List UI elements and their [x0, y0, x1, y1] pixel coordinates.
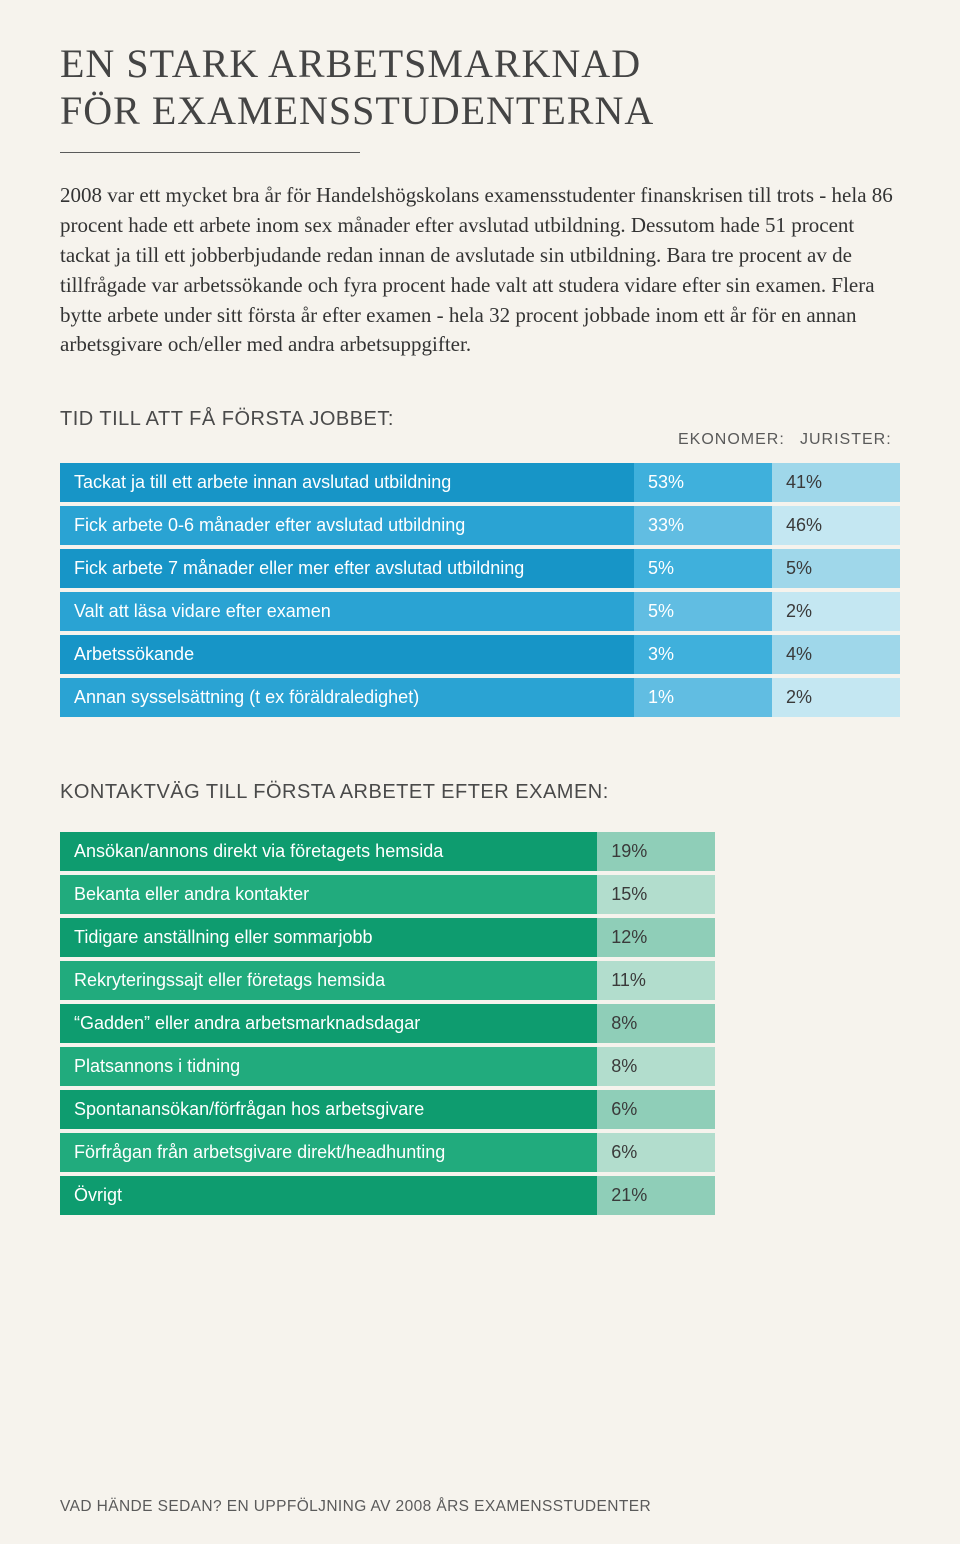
- table-row: Arbetssökande3%4%: [60, 635, 900, 674]
- table2-row-label: Bekanta eller andra kontakter: [60, 875, 597, 914]
- table2-row-label: Rekryteringssajt eller företags hemsida: [60, 961, 597, 1000]
- table-row: Annan sysselsättning (t ex föräldraledig…: [60, 678, 900, 717]
- table2-row-value: 6%: [597, 1090, 715, 1129]
- table-row: Valt att läsa vidare efter examen5%2%: [60, 592, 900, 631]
- table1-row-ekonomer: 5%: [634, 549, 772, 588]
- table1-row-jurister: 41%: [772, 463, 900, 502]
- table2-row-value: 19%: [597, 832, 715, 871]
- table2-row-label: Platsannons i tidning: [60, 1047, 597, 1086]
- table-row: Rekryteringssajt eller företags hemsida1…: [60, 961, 715, 1000]
- table-row: Tackat ja till ett arbete innan avslutad…: [60, 463, 900, 502]
- table1-row-jurister: 2%: [772, 592, 900, 631]
- table1-row-jurister: 2%: [772, 678, 900, 717]
- table-row: Spontanansökan/förfrågan hos arbetsgivar…: [60, 1090, 715, 1129]
- table2-row-label: Förfrågan från arbetsgivare direkt/headh…: [60, 1133, 597, 1172]
- table2-row-value: 15%: [597, 875, 715, 914]
- table-row: Fick arbete 7 månader eller mer efter av…: [60, 549, 900, 588]
- table1-row-label: Fick arbete 7 månader eller mer efter av…: [60, 549, 634, 588]
- document-page: EN STARK ARBETSMARKNAD FÖR EXAMENSSTUDEN…: [0, 0, 960, 1544]
- table2-row-value: 6%: [597, 1133, 715, 1172]
- table-row: Bekanta eller andra kontakter15%: [60, 875, 715, 914]
- table1-row-jurister: 4%: [772, 635, 900, 674]
- table-row: “Gadden” eller andra arbetsmarknadsdagar…: [60, 1004, 715, 1043]
- title-line-1: EN STARK ARBETSMARKNAD: [60, 41, 641, 86]
- table2-heading: KONTAKTVÄG TILL FÖRSTA ARBETET EFTER EXA…: [60, 781, 900, 804]
- table-row: Fick arbete 0-6 månader efter avslutad u…: [60, 506, 900, 545]
- table1-row-ekonomer: 33%: [634, 506, 772, 545]
- table1-column-headers: EKONOMER: JURISTER:: [60, 431, 900, 449]
- table1-row-label: Tackat ja till ett arbete innan avslutad…: [60, 463, 634, 502]
- table1-row-jurister: 5%: [772, 549, 900, 588]
- table1-col-header-2: JURISTER:: [800, 431, 900, 449]
- table1-row-label: Arbetssökande: [60, 635, 634, 674]
- table2-row-label: Övrigt: [60, 1176, 597, 1215]
- table1-row-ekonomer: 53%: [634, 463, 772, 502]
- table1-row-ekonomer: 5%: [634, 592, 772, 631]
- table2-row-value: 8%: [597, 1047, 715, 1086]
- table-row: Ansökan/annons direkt via företagets hem…: [60, 832, 715, 871]
- table2-row-value: 21%: [597, 1176, 715, 1215]
- table-row: Förfrågan från arbetsgivare direkt/headh…: [60, 1133, 715, 1172]
- table1-heading: TID TILL ATT FÅ FÖRSTA JOBBET:: [60, 408, 900, 431]
- table-row: Övrigt21%: [60, 1176, 715, 1215]
- table2-row-label: “Gadden” eller andra arbetsmarknadsdagar: [60, 1004, 597, 1043]
- table2: Ansökan/annons direkt via företagets hem…: [60, 828, 715, 1219]
- table2-row-label: Ansökan/annons direkt via företagets hem…: [60, 832, 597, 871]
- table-row: Platsannons i tidning8%: [60, 1047, 715, 1086]
- table1-row-ekonomer: 1%: [634, 678, 772, 717]
- table1-row-label: Annan sysselsättning (t ex föräldraledig…: [60, 678, 634, 717]
- page-footer: VAD HÄNDE SEDAN? EN UPPFÖLJNING AV 2008 …: [60, 1498, 651, 1516]
- page-title: EN STARK ARBETSMARKNAD FÖR EXAMENSSTUDEN…: [60, 40, 900, 134]
- table2-row-label: Spontanansökan/förfrågan hos arbetsgivar…: [60, 1090, 597, 1129]
- table1: Tackat ja till ett arbete innan avslutad…: [60, 459, 900, 721]
- table2-row-value: 11%: [597, 961, 715, 1000]
- table2-row-value: 12%: [597, 918, 715, 957]
- table1-row-jurister: 46%: [772, 506, 900, 545]
- table1-row-ekonomer: 3%: [634, 635, 772, 674]
- title-underline: [60, 152, 360, 153]
- table2-row-label: Tidigare anställning eller sommarjobb: [60, 918, 597, 957]
- title-line-2: FÖR EXAMENSSTUDENTERNA: [60, 88, 654, 133]
- table1-col-header-1: EKONOMER:: [678, 431, 788, 449]
- body-paragraph: 2008 var ett mycket bra år för Handelshö…: [60, 181, 900, 360]
- table1-row-label: Valt att läsa vidare efter examen: [60, 592, 634, 631]
- table1-row-label: Fick arbete 0-6 månader efter avslutad u…: [60, 506, 634, 545]
- table2-row-value: 8%: [597, 1004, 715, 1043]
- table-row: Tidigare anställning eller sommarjobb12%: [60, 918, 715, 957]
